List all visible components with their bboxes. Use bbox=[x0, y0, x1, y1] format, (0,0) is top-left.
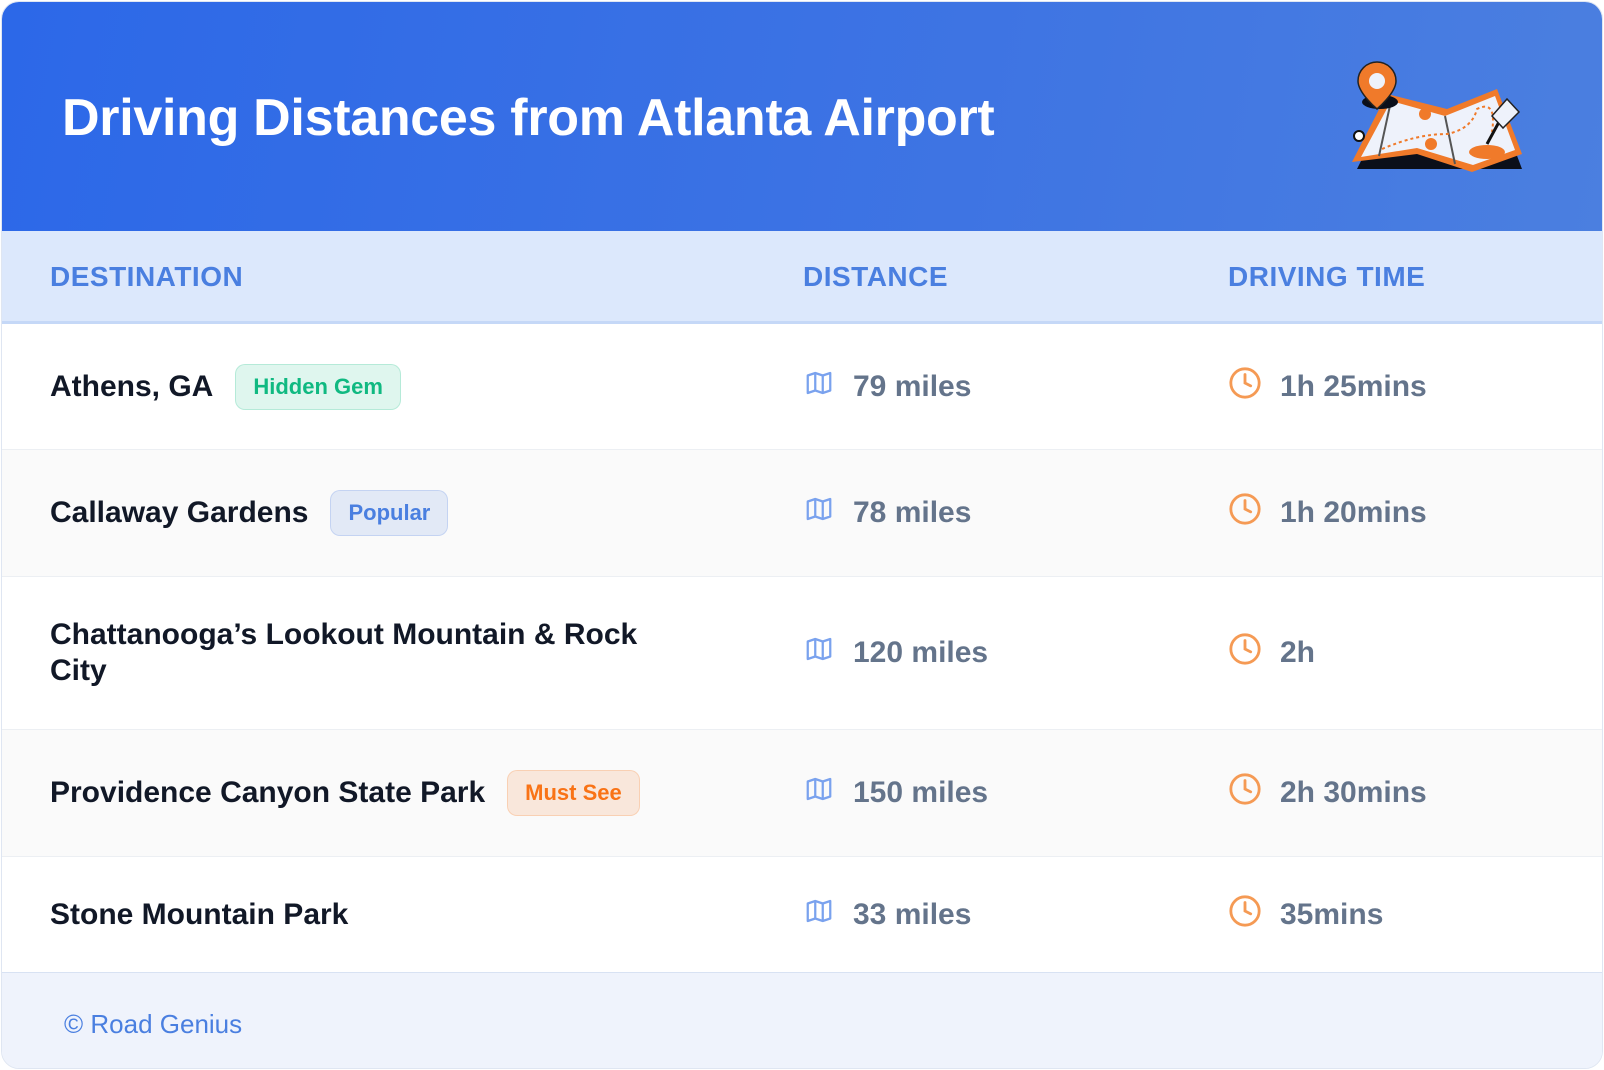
map-icon bbox=[803, 774, 853, 812]
badge: Hidden Gem bbox=[235, 363, 401, 410]
driving-time-value: 2h 30mins bbox=[1280, 776, 1427, 809]
destination-name: Providence Canyon State Park bbox=[50, 776, 486, 809]
driving-time-value: 35mins bbox=[1280, 898, 1384, 931]
map-icon bbox=[803, 896, 853, 934]
distance-value: 120 miles bbox=[853, 636, 989, 669]
distance-value: 33 miles bbox=[853, 898, 972, 931]
clock-icon bbox=[1228, 492, 1280, 534]
table-header: DESTINATION DISTANCE DRIVING TIME bbox=[2, 231, 1602, 324]
table-body: Athens, GA Hidden Gem 79 miles 1h 25mins C… bbox=[2, 324, 1602, 974]
clock-icon bbox=[1228, 632, 1280, 674]
map-icon bbox=[803, 368, 853, 406]
header: Driving Distances from Atlanta Airport bbox=[2, 2, 1602, 231]
badge: Popular bbox=[330, 490, 449, 536]
map-icon bbox=[803, 634, 853, 672]
destination-name: Athens, GA bbox=[50, 369, 214, 403]
driving-time-value: 2h bbox=[1280, 636, 1316, 669]
table-row[interactable]: Callaway Gardens Popular 78 miles 1h 20mi… bbox=[2, 450, 1602, 577]
distance-value: 78 miles bbox=[853, 496, 972, 529]
badge: Must See bbox=[507, 770, 640, 816]
driving-time-value: 1h 25mins bbox=[1280, 369, 1427, 403]
column-header-destination[interactable]: DESTINATION bbox=[50, 261, 244, 292]
driving-time-value: 1h 20mins bbox=[1280, 496, 1427, 529]
table-row[interactable]: Providence Canyon State Park Must See 150… bbox=[2, 730, 1602, 857]
destination-name: Chattanooga’s Lookout Mountain & Rock Ci… bbox=[50, 618, 638, 687]
table-row[interactable]: Stone Mountain Park 33 miles 35mins bbox=[2, 857, 1602, 974]
map-with-pin-icon bbox=[1352, 61, 1522, 172]
clock-icon bbox=[1228, 772, 1280, 814]
footer: © Road Genius bbox=[2, 972, 1602, 1068]
clock-icon bbox=[1228, 366, 1280, 408]
table-row[interactable]: Chattanooga’s Lookout Mountain & Rock Ci… bbox=[2, 577, 1602, 730]
column-header-distance[interactable]: DISTANCE bbox=[803, 261, 949, 292]
column-header-driving-time[interactable]: DRIVING TIME bbox=[1228, 261, 1426, 292]
copyright-text: © Road Genius bbox=[64, 1009, 243, 1039]
destination-name: Stone Mountain Park bbox=[50, 898, 349, 931]
destination-name: Callaway Gardens bbox=[50, 496, 309, 529]
clock-icon bbox=[1228, 894, 1280, 936]
distance-value: 79 miles bbox=[853, 369, 972, 403]
table-row[interactable]: Athens, GA Hidden Gem 79 miles 1h 25mins bbox=[2, 324, 1602, 450]
distance-value: 150 miles bbox=[853, 776, 989, 809]
map-icon bbox=[803, 494, 853, 532]
page-title: Driving Distances from Atlanta Airport bbox=[62, 89, 995, 147]
